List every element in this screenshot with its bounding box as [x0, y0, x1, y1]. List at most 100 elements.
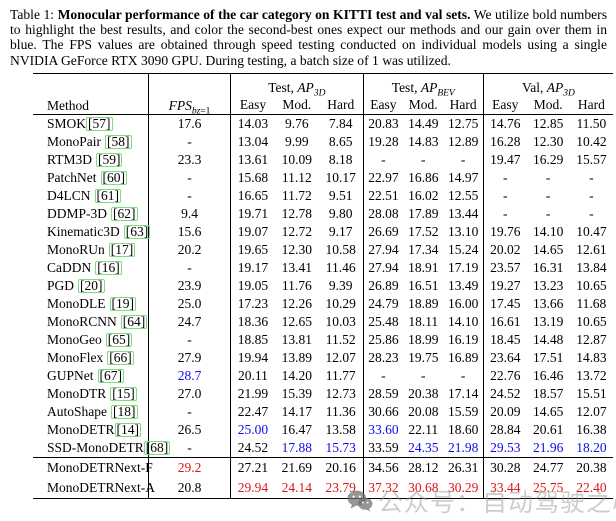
citation-link[interactable]: [14]	[114, 421, 141, 437]
group-header-test-ap3d: Test, AP3D	[230, 73, 364, 99]
ap-value: 20.09	[490, 404, 521, 420]
citation-link[interactable]: [62]	[111, 205, 138, 221]
method-name: SMOK	[47, 115, 87, 131]
ap-value: 10.65	[576, 278, 607, 294]
method-name: GUPNet	[47, 367, 94, 383]
ap-value: 23.64	[490, 350, 521, 366]
ap-value: 14.10	[443, 312, 484, 331]
ap-value: 12.30	[281, 242, 313, 258]
method-name: MonoPair	[47, 133, 101, 149]
ap-value: 13.41	[281, 260, 313, 276]
ap-value: 26.31	[443, 457, 484, 478]
ap-value: 24.77	[532, 460, 564, 476]
caption-prefix: Table 1:	[10, 7, 58, 22]
fps-value: 28.7	[148, 366, 232, 385]
citation-link[interactable]: [59]	[95, 151, 123, 167]
ap-value: 19.94	[237, 350, 269, 366]
ap-value: 12.26	[281, 296, 313, 312]
ap-value: 18.36	[237, 314, 269, 330]
ap-value: 19.28	[368, 134, 399, 150]
fps-value: 9.4	[148, 204, 232, 223]
ap-value: 12.55	[443, 186, 484, 205]
ap-value: 10.03	[318, 312, 364, 331]
citation-link[interactable]: [17]	[108, 241, 136, 257]
ap-value: 17.19	[443, 258, 484, 277]
col-header-fps: FPSbz=1	[148, 73, 232, 117]
ap-value: 18.45	[490, 332, 521, 348]
ap-value: 13.61	[237, 152, 269, 168]
ap-value: 21.98	[443, 438, 484, 458]
ap-value: 18.57	[532, 386, 564, 402]
citation-link[interactable]: [16]	[95, 259, 122, 275]
ap-value: 26.69	[368, 224, 399, 240]
ap-value: 12.78	[281, 206, 313, 222]
method-cell: MonoDETR [14]	[33, 420, 149, 439]
ap-value: 30.68	[408, 480, 439, 496]
ap-value: 8.18	[318, 150, 364, 169]
ap-value: 24.14	[281, 480, 313, 496]
ap-value: 12.65	[281, 314, 313, 330]
citation-link[interactable]: [18]	[111, 403, 138, 419]
ap-value: 16.31	[532, 260, 564, 276]
ap-value: 20.11	[238, 368, 268, 384]
ap-value: 12.89	[443, 132, 484, 151]
ap-value: 19.27	[490, 278, 521, 294]
ap-value: 12.75	[443, 114, 484, 133]
ap-value: -	[381, 368, 386, 384]
ap-value: -	[381, 152, 386, 168]
subcol-easy: Easy	[239, 97, 267, 113]
ap-value: 17.89	[408, 206, 439, 222]
ap-value: 14.10	[532, 224, 564, 240]
method-name: MonoDLE	[47, 295, 106, 311]
citation-link[interactable]: [67]	[97, 367, 124, 383]
citation-link[interactable]: [60]	[100, 169, 127, 185]
subcol-mod: Mod.	[533, 97, 563, 113]
ap-value: 24.35	[408, 440, 439, 456]
citation-link[interactable]: [57]	[86, 115, 113, 131]
citation-link[interactable]: [64]	[120, 313, 148, 329]
fps-value: 25.0	[148, 294, 232, 313]
citation-link[interactable]: [58]	[105, 133, 132, 149]
table-row: SMOK [57] 17.6 14.03 9.76 7.84 20.83 14.49 12.75…	[33, 114, 613, 133]
ap-value: 14.17	[281, 404, 313, 420]
ap-value: 16.02	[408, 188, 439, 204]
fps-value: -	[148, 258, 232, 277]
ap-value: 27.94	[368, 242, 399, 258]
ap-value: 18.91	[408, 260, 439, 276]
ap-value: 14.97	[443, 168, 484, 187]
fps-value: 29.2	[148, 457, 232, 478]
citation-link[interactable]: [65]	[105, 331, 133, 347]
ap-value: 18.99	[408, 332, 439, 348]
citation-link[interactable]: [20]	[78, 277, 105, 293]
citation-link[interactable]: [15]	[110, 385, 137, 401]
ap-value: 17.45	[490, 296, 521, 312]
ap-value: 20.16	[318, 457, 364, 478]
ap-value: 10.17	[318, 168, 364, 187]
citation-link[interactable]: [66]	[107, 349, 134, 365]
table-row: CaDDN [16] -19.17 13.41 11.46 27.94 18.91 17.19…	[33, 258, 613, 277]
ap-value: 12.72	[281, 224, 313, 240]
ap-value: 15.68	[237, 170, 269, 186]
method-cell: MonoRCNN [64]	[33, 312, 149, 331]
ap-value: 20.38	[576, 460, 607, 476]
method-cell: MonoDTR [15]	[33, 384, 149, 403]
method-name: MonoRUn	[47, 241, 105, 257]
ap-value: 16.29	[532, 152, 564, 168]
results-table-wrapper: Method FPSbz=1 Test, AP3D Test, APBEV Va…	[33, 72, 616, 499]
ap-value: 15.59	[443, 402, 484, 421]
ap-value: 15.57	[576, 152, 607, 168]
method-cell: PatchNet [60]	[33, 168, 149, 187]
method-name: RTM3D	[47, 151, 92, 167]
ap-value: 18.60	[443, 420, 484, 439]
ap-value: 20.02	[490, 242, 521, 258]
citation-link[interactable]: [63]	[123, 223, 151, 239]
ap-value: -	[503, 206, 508, 222]
citation-link[interactable]: [19]	[109, 295, 136, 311]
citation-link[interactable]: [61]	[94, 187, 121, 203]
fps-value: -	[148, 132, 232, 151]
ap-value: 14.76	[490, 116, 521, 132]
citation-link[interactable]: [68]	[143, 439, 171, 455]
table-row: MonoRCNN [64] 24.7 18.36 12.65 10.03 25.48 18.1…	[33, 312, 613, 331]
caption-body: We utilize bold numbers to highlight the…	[10, 7, 607, 68]
ap-value: 20.61	[532, 422, 564, 438]
